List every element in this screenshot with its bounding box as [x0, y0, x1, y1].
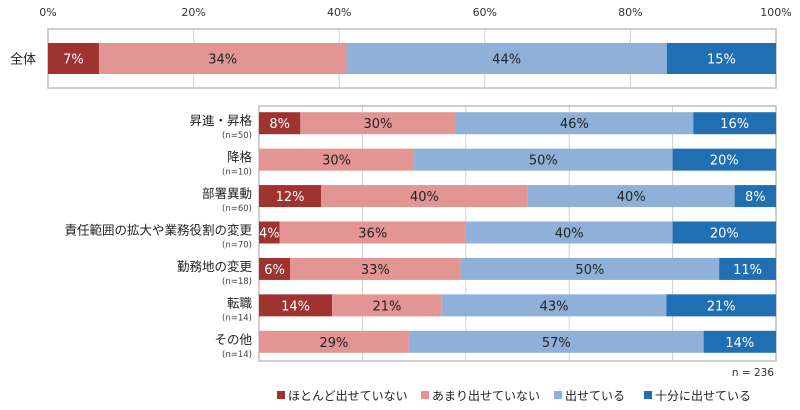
category-sub-label: (n=60)	[222, 204, 252, 214]
data-label: 16%	[720, 117, 749, 132]
bar-segment	[259, 112, 301, 135]
data-label: 57%	[542, 336, 571, 351]
data-label: 34%	[208, 53, 237, 68]
data-label: 7%	[63, 53, 84, 68]
bar-segment	[279, 221, 466, 244]
bar-segment	[259, 330, 409, 353]
category-sub-label: (n=18)	[222, 277, 252, 287]
bar-segment	[527, 185, 735, 208]
bar-segment	[734, 185, 776, 208]
bar-segment	[693, 112, 776, 135]
bar-segment	[441, 294, 667, 317]
data-label: 6%	[264, 263, 285, 278]
bar-segment	[259, 148, 415, 171]
sample-size-annotation: n = 236	[732, 367, 774, 379]
data-label: 12%	[276, 190, 305, 205]
data-label: 30%	[322, 154, 351, 169]
bar-segment	[300, 112, 456, 135]
data-label: 44%	[492, 53, 521, 68]
bar-segment	[703, 330, 776, 353]
category-sub-label: (n=14)	[222, 350, 252, 360]
x-tick-label: 40%	[327, 6, 351, 19]
data-label: 20%	[710, 227, 739, 242]
bar-segment	[346, 43, 667, 74]
data-label: 21%	[707, 299, 736, 314]
data-label: 30%	[363, 117, 392, 132]
category-sub-label: (n=10)	[222, 168, 252, 178]
bar-segment	[259, 185, 322, 208]
bar-segment	[408, 330, 704, 353]
data-label: 8%	[269, 117, 290, 132]
data-label: 33%	[361, 263, 390, 278]
data-label: 15%	[707, 53, 736, 68]
category-label: 責任範囲の拡大や業務役割の変更	[64, 223, 252, 238]
category-label: 部署異動	[202, 186, 252, 201]
category-label: 転職	[227, 295, 253, 310]
legend-swatch	[644, 391, 652, 399]
bar-segment	[719, 257, 776, 280]
data-label: 20%	[710, 154, 739, 169]
x-tick-label: 100%	[760, 6, 791, 19]
bar-segment	[259, 294, 333, 317]
data-label: 36%	[358, 227, 387, 242]
bar-segment	[460, 257, 720, 280]
category-sub-label: (n=70)	[222, 241, 252, 251]
bar-segment	[414, 148, 673, 171]
bar-segment	[465, 221, 673, 244]
data-label: 14%	[281, 299, 310, 314]
bar-segment	[672, 148, 776, 171]
bar-segment	[332, 294, 442, 317]
bar-segment	[321, 185, 528, 208]
legend-label: 十分に出せている	[655, 389, 751, 403]
bar-segment	[290, 257, 461, 280]
bar-segment	[98, 43, 347, 74]
category-label: その他	[214, 332, 252, 347]
category-label: 勤務地の変更	[177, 259, 253, 274]
data-label: 43%	[540, 299, 569, 314]
bar-segment	[666, 43, 776, 74]
data-label: 40%	[410, 190, 439, 205]
data-label: 46%	[560, 117, 589, 132]
data-label: 29%	[320, 336, 349, 351]
x-tick-label: 60%	[473, 6, 497, 19]
data-label: 11%	[733, 263, 762, 278]
data-label: 40%	[555, 227, 584, 242]
category-label: 全体	[10, 52, 36, 68]
legend-swatch	[277, 391, 285, 399]
category-label: 降格	[227, 150, 253, 165]
legend-swatch	[421, 391, 429, 399]
category-sub-label: (n=50)	[222, 131, 252, 141]
data-label: 4%	[259, 227, 280, 242]
legend-label: あまり出せていない	[432, 389, 540, 403]
data-label: 14%	[725, 336, 754, 351]
bar-segment	[455, 112, 694, 135]
bar-segment	[259, 257, 291, 280]
data-label: 21%	[372, 299, 401, 314]
data-label: 50%	[529, 154, 558, 169]
data-label: 40%	[617, 190, 646, 205]
bar-segment	[672, 221, 776, 244]
legend-label: 出せている	[565, 389, 625, 403]
legend-swatch	[554, 391, 562, 399]
x-tick-label: 0%	[39, 6, 56, 19]
x-tick-label: 20%	[181, 6, 205, 19]
legend-label: ほとんど出せていない	[288, 389, 408, 403]
data-label: 50%	[575, 263, 604, 278]
x-tick-label: 80%	[618, 6, 642, 19]
bar-segment	[48, 43, 99, 74]
bar-segment	[666, 294, 776, 317]
bar-segment	[259, 221, 280, 244]
data-label: 8%	[745, 190, 766, 205]
category-label: 昇進・昇格	[189, 113, 252, 128]
category-sub-label: (n=14)	[222, 313, 252, 323]
